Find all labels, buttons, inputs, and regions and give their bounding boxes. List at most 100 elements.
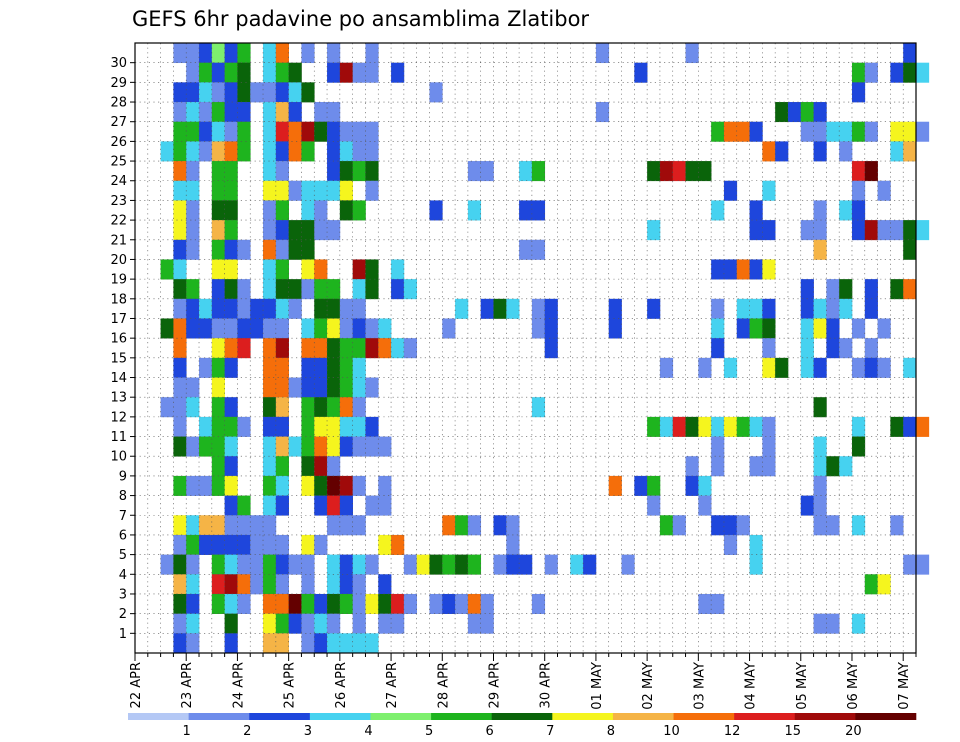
heatmap-cell-332 (659, 357, 674, 378)
heatmap-cell-140 (314, 180, 328, 201)
heatmap-cell-335 (762, 357, 776, 378)
x-tick-label-3: 25 APR (283, 662, 298, 708)
heatmap-cell-72 (314, 121, 328, 142)
grid-lines (135, 43, 916, 653)
heatmap-cell-155 (314, 200, 328, 221)
heatmap-cell-157 (352, 200, 366, 221)
heatmap-cell-461 (173, 515, 187, 536)
heatmap-cell-423 (711, 456, 725, 477)
heatmap-cell-338 (813, 357, 827, 378)
heatmap-cell-560 (352, 593, 366, 614)
y-tick-label-3: 3 (119, 587, 127, 602)
heatmap-cell-488 (199, 534, 213, 555)
heatmap-cell-282 (339, 318, 353, 339)
heatmap-cell-574 (186, 613, 200, 634)
heatmap-cell-317 (800, 338, 814, 359)
heatmap-cell-573 (173, 613, 187, 634)
heatmap-cell-402 (275, 436, 289, 457)
heatmap-cell-444 (647, 475, 661, 496)
heatmap-cell-190 (211, 239, 225, 260)
heatmap-cell-17 (224, 62, 238, 83)
heatmap-cell-331 (352, 357, 366, 378)
heatmap-cell-164 (813, 200, 827, 221)
heatmap-cell-222 (263, 279, 277, 300)
heatmap-cell-84 (839, 121, 853, 142)
x-tick-label-6: 28 APR (436, 662, 451, 708)
heatmap-cell-111 (173, 161, 187, 182)
heatmap-cell-98 (275, 141, 289, 162)
heatmap-cell-369 (173, 416, 187, 437)
heatmap-cell-487 (186, 534, 200, 555)
heatmap-cell-328 (314, 357, 328, 378)
heatmap-cell-300 (211, 338, 225, 359)
heatmap-cell-226 (314, 279, 328, 300)
heatmap-cell-224 (288, 279, 302, 300)
legend-label-8: 10 (663, 724, 680, 739)
heatmap-cell-33 (173, 82, 187, 103)
heatmap-cell-251 (352, 298, 366, 319)
heatmap-cell-477 (659, 515, 674, 536)
heatmap-cell-270 (173, 318, 187, 339)
heatmap-cell-296 (826, 318, 840, 339)
heatmap-cell-168 (186, 220, 200, 241)
heatmap-cell-238 (173, 298, 187, 319)
heatmap-cell-245 (263, 298, 277, 319)
heatmap-cell-545 (378, 574, 392, 595)
heatmap-cell-21 (288, 62, 302, 83)
legend-label-5: 6 (486, 724, 494, 739)
heatmap-cell-520 (442, 554, 456, 575)
heatmap-cell-246 (275, 298, 289, 319)
y-tick-label-1: 1 (119, 627, 127, 642)
heatmap-cell-559 (339, 593, 353, 614)
heatmap-cell-90 (160, 141, 174, 162)
heatmap-cell-161 (531, 200, 546, 221)
plot-frame (134, 42, 917, 654)
heatmap-cell-47 (186, 102, 200, 123)
heatmap-cell-198 (531, 239, 546, 260)
heatmap-cell-460 (813, 495, 827, 516)
heatmap-cell-156 (339, 200, 353, 221)
heatmap-cell-576 (263, 613, 277, 634)
heatmap-cell-511 (288, 554, 302, 575)
heatmap-cell-558 (327, 593, 341, 614)
heatmap-cell-410 (378, 436, 392, 457)
heatmap-cell-412 (762, 436, 776, 457)
heatmap-cell-19 (263, 62, 277, 83)
heatmap-cell-319 (839, 338, 853, 359)
heatmap-cell-353 (352, 377, 366, 398)
heatmap-cell-583 (378, 613, 392, 634)
heatmap-cell-15 (199, 62, 213, 83)
heatmap-cell-414 (851, 436, 866, 457)
heatmap-cell-41 (275, 82, 289, 103)
heatmap-cell-506 (224, 554, 238, 575)
heatmap-cell-360 (263, 397, 277, 418)
heatmap-cell-170 (224, 220, 238, 241)
heatmap-cell-524 (506, 554, 520, 575)
heatmap-cell-344 (186, 377, 200, 398)
y-tick-label-7: 7 (119, 509, 127, 524)
heatmap-cell-440 (352, 475, 366, 496)
heatmap-cell-191 (224, 239, 238, 260)
heatmap-cell-400 (224, 436, 238, 457)
heatmap-cell-565 (429, 593, 443, 614)
heatmap-cell-75 (352, 121, 366, 142)
heatmap-cell-306 (314, 338, 328, 359)
heatmap-cell-302 (237, 338, 251, 359)
heatmap-cell-202 (173, 259, 187, 280)
heatmap-cell-459 (800, 495, 814, 516)
heatmap-cell-455 (365, 495, 379, 516)
heatmap-cell-407 (339, 436, 353, 457)
heatmap-cell-575 (224, 613, 238, 634)
heatmap-cell-322 (199, 357, 213, 378)
heatmap-cell-53 (275, 102, 289, 123)
heatmap-cell-337 (800, 357, 814, 378)
heatmap-cell-390 (749, 416, 763, 437)
heatmap-cell-438 (327, 475, 341, 496)
heatmap-cell-6 (263, 43, 277, 64)
heatmap-cell-439 (339, 475, 353, 496)
heatmap-cell-424 (749, 456, 763, 477)
heatmap-cell-526 (544, 554, 558, 575)
heatmap-cell-262 (749, 298, 763, 319)
heatmap-cell-87 (890, 121, 904, 142)
heatmap-cell-348 (288, 377, 302, 398)
